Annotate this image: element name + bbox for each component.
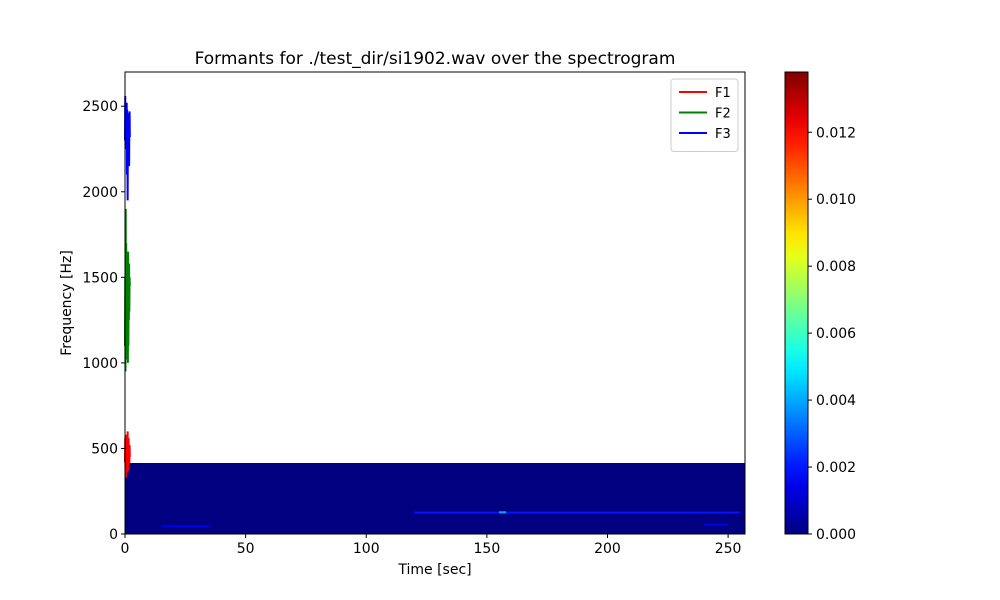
y-tick-label: 1000 [82,356,118,372]
y-tick-label: 1500 [82,270,118,286]
colorbar: 0.000 0.002 0.004 0.006 0.008 0.010 0.012 [784,71,856,543]
spectrogram-feature [703,523,729,526]
spectrogram-feature [414,511,741,514]
plot-background [125,72,745,534]
colorbar-tick-label: 0.004 [816,393,856,409]
series-line-f2 [124,208,131,372]
x-tick-label: 0 [121,541,130,557]
x-tick-label: 50 [237,541,255,557]
chart-title: Formants for ./test_dir/si1902.wav over … [195,49,676,69]
x-tick-label: 100 [353,541,380,557]
series-line-f3 [124,95,131,201]
y-tick-label: 2000 [82,185,118,201]
legend: F1 F2 F3 [670,78,739,152]
legend-label-f1: F1 [715,86,731,101]
x-tick-label: 250 [715,541,742,557]
legend-label-f3: F3 [715,127,731,142]
x-tick-label: 200 [594,541,621,557]
y-axis-label: Frequency [Hz] [59,250,75,356]
y-tick-label: 2500 [82,99,118,115]
colorbar-tick-label: 0.002 [816,460,856,476]
y-tick-label: 500 [91,441,118,457]
formant-lines [124,95,131,478]
colorbar-tick-label: 0.010 [816,192,856,208]
plot-area [125,72,745,534]
colorbar-tick-label: 0.006 [816,326,856,342]
colorbar-tick-label: 0.000 [816,527,856,543]
colorbar-tick-label: 0.008 [816,259,856,275]
x-tick-label: 150 [474,541,501,557]
spectrogram-heatmap [125,462,745,534]
x-axis-label: Time [sec] [397,562,471,578]
colorbar-tick-label: 0.012 [816,125,856,141]
spectrogram-background [125,462,745,534]
y-tick-label: 0 [109,527,118,543]
legend-label-f2: F2 [715,107,731,122]
colorbar-scale [784,71,809,535]
spectrogram-feature [161,525,210,528]
plot-frame [124,71,746,535]
spectrogram-feature [498,511,507,514]
series-line-f1 [124,431,131,478]
